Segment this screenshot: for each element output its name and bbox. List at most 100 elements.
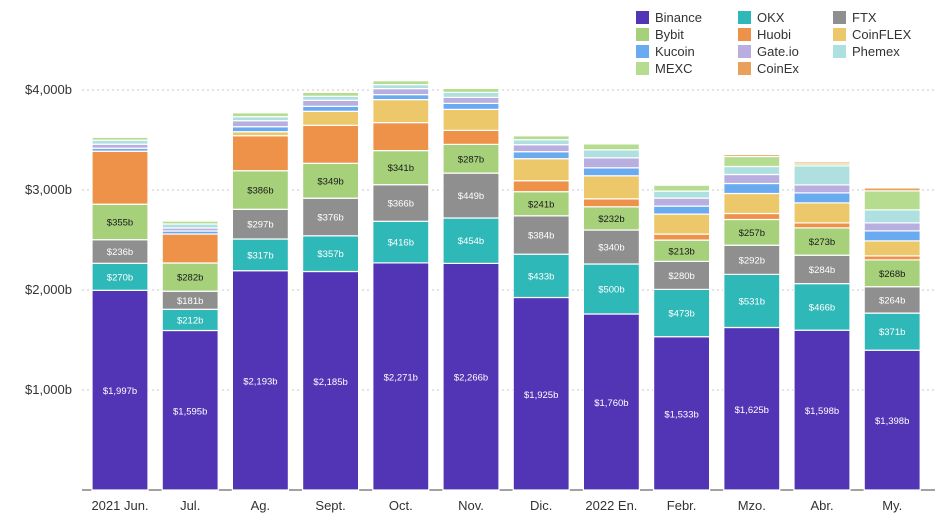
bar-segment-ftx bbox=[302, 197, 360, 237]
bar-segment-bybit bbox=[442, 143, 500, 174]
legend-label: OKX bbox=[757, 10, 785, 25]
bar-segment-gate-io bbox=[652, 197, 711, 207]
bar-segment-ftx bbox=[652, 260, 711, 290]
legend-item-bybit: Bybit bbox=[636, 27, 684, 42]
bar-segment-huobi bbox=[793, 222, 851, 229]
legend-label: MEXC bbox=[655, 61, 693, 76]
data-label: $531b bbox=[739, 296, 765, 307]
data-label: $181b bbox=[177, 296, 203, 307]
bar-segment-bybit bbox=[161, 262, 219, 292]
bar-segment-coinflex bbox=[512, 158, 570, 182]
legend-swatch bbox=[738, 45, 751, 58]
legend-swatch bbox=[738, 11, 751, 24]
data-label: $349b bbox=[317, 176, 343, 187]
bar-segment-binance bbox=[231, 270, 289, 491]
bar-stack: $1,625b $531b $292b $257b bbox=[723, 153, 781, 491]
data-label: $264b bbox=[879, 295, 905, 306]
data-label: $236b bbox=[107, 247, 133, 258]
data-label: $357b bbox=[317, 249, 343, 260]
bar-segment-ftx bbox=[231, 208, 289, 240]
bar-segment-gate-io bbox=[231, 120, 289, 128]
bar-segment-binance bbox=[723, 326, 781, 491]
x-tick-label: Oct. bbox=[389, 498, 413, 513]
bar-segment-bybit bbox=[231, 170, 289, 210]
data-label: $449b bbox=[458, 191, 484, 202]
bar-segment-coinex bbox=[512, 134, 570, 137]
bar-stack: $2,193b $317b $297b $386b bbox=[231, 111, 289, 491]
legend-label: CoinFLEX bbox=[852, 27, 912, 42]
data-label: $268b bbox=[879, 269, 905, 280]
bar-segment-huobi bbox=[723, 212, 781, 221]
data-label: $257b bbox=[739, 228, 765, 239]
bar-segment-mexc bbox=[652, 184, 711, 192]
y-tick-label: $4,000b bbox=[25, 82, 72, 97]
bar-segment-okx bbox=[863, 312, 921, 351]
bar-stack: $1,925b $433b $384b $241b bbox=[512, 134, 570, 491]
bar-segment-coinex bbox=[582, 142, 641, 145]
bar-segment-kucoin bbox=[302, 105, 360, 112]
data-label: $416b bbox=[388, 238, 414, 249]
legend-label: Huobi bbox=[757, 27, 791, 42]
bar-segment-gate-io bbox=[91, 143, 149, 149]
legend-label: Binance bbox=[655, 10, 702, 25]
bar-segment-coinflex bbox=[723, 192, 781, 215]
data-label: $341b bbox=[388, 163, 414, 174]
bar-segment-coinflex bbox=[863, 240, 921, 257]
bar-segment-kucoin bbox=[723, 182, 781, 195]
x-axis: 2021 Jun. Jul. Ag. Sept. Oct. Nov. Dic. 2022 En… bbox=[91, 498, 902, 513]
bar-segment-coinflex bbox=[372, 98, 430, 124]
bar-stack: $1,997b $270b $236b $355b bbox=[91, 135, 149, 491]
legend-label: Phemex bbox=[852, 44, 900, 59]
data-label: $317b bbox=[247, 250, 273, 261]
bar-segment-bybit bbox=[723, 218, 781, 246]
bar-segment-ftx bbox=[512, 215, 570, 255]
legend-swatch bbox=[833, 45, 846, 58]
data-label: $1,533b bbox=[664, 409, 698, 420]
bar-segment-phemex bbox=[652, 190, 711, 199]
bar-segment-phemex bbox=[582, 149, 641, 159]
bar-segment-mexc bbox=[512, 135, 570, 141]
bar-segment-mexc bbox=[582, 143, 641, 151]
bar-segment-huobi bbox=[161, 233, 219, 264]
data-label: $1,598b bbox=[805, 406, 839, 417]
x-tick-label: Sept. bbox=[315, 498, 345, 513]
bar-segment-bybit bbox=[91, 203, 149, 241]
bar-segment-huobi bbox=[652, 233, 711, 241]
bar-stack: $2,266b $454b $449b $287b bbox=[442, 86, 500, 491]
bar-segment-coinex bbox=[723, 153, 781, 158]
data-label: $355b bbox=[107, 217, 133, 228]
bar-segment-coinex bbox=[793, 161, 851, 165]
data-label: $284b bbox=[809, 265, 835, 276]
bar-segment-okx bbox=[582, 263, 641, 315]
legend: Binance OKX FTX Bybit Huobi CoinFLEX Kucoin Gat… bbox=[636, 10, 912, 76]
bar-stack: $1,598b $466b $284b $273b bbox=[793, 161, 851, 491]
bar-segment-okx bbox=[302, 235, 360, 273]
legend-label: FTX bbox=[852, 10, 877, 25]
data-label: $371b bbox=[879, 327, 905, 338]
bar-segment-bybit bbox=[372, 150, 430, 186]
bar-segment-binance bbox=[372, 262, 430, 491]
legend-item-phemex: Phemex bbox=[833, 44, 900, 59]
legend-swatch bbox=[738, 62, 751, 75]
data-label: $376b bbox=[317, 213, 343, 224]
bar-segment-kucoin bbox=[442, 102, 500, 111]
bar-segment-phemex bbox=[512, 139, 570, 146]
bar-segment-gate-io bbox=[723, 173, 781, 185]
bar-segment-bybit bbox=[302, 162, 360, 199]
data-label: $270b bbox=[107, 272, 133, 283]
bar-segment-huobi bbox=[372, 121, 430, 152]
bar-segment-gate-io bbox=[512, 144, 570, 153]
bar-segment-binance bbox=[442, 262, 500, 491]
bar-segment-coinex bbox=[442, 86, 500, 90]
bar-segment-coinex bbox=[231, 111, 289, 114]
y-tick-label: $1,000b bbox=[25, 382, 72, 397]
x-tick-label: 2021 Jun. bbox=[91, 498, 148, 513]
bar-segment-ftx bbox=[723, 244, 781, 275]
data-label: $384b bbox=[528, 231, 554, 242]
bar-segment-huobi bbox=[91, 150, 149, 205]
bar-segment-ftx bbox=[442, 172, 500, 219]
bar-segment-okx bbox=[723, 273, 781, 329]
bar-segment-binance bbox=[582, 313, 641, 491]
legend-swatch bbox=[738, 28, 751, 41]
bars: $1,997b$270b$236b$355b$1,595b$212b$181b$… bbox=[91, 78, 921, 491]
